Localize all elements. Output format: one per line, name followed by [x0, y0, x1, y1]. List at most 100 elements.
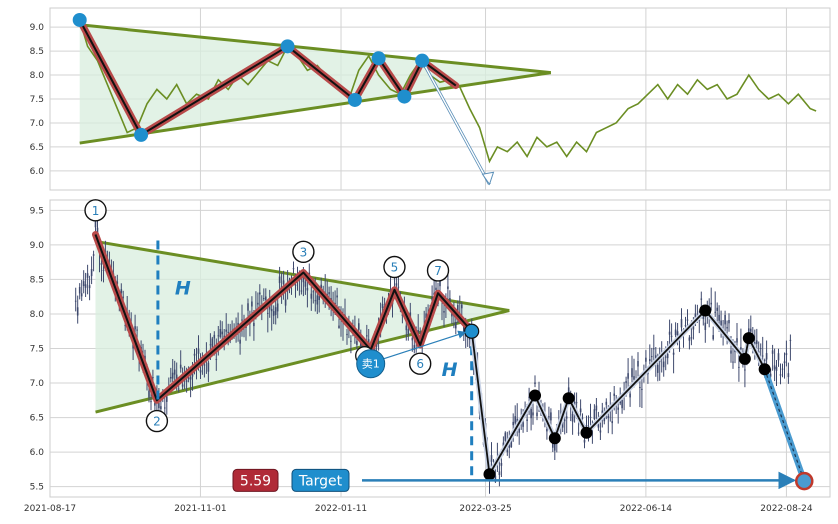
candle-body: [76, 307, 79, 316]
candle-body: [154, 402, 156, 406]
candle-body: [593, 409, 596, 419]
candle-body: [730, 350, 732, 354]
candle-body: [750, 328, 752, 332]
candle-body: [282, 280, 285, 284]
candle-body: [407, 329, 410, 335]
triangle-lower-line: [79, 71, 552, 145]
candle-body: [166, 396, 168, 402]
candle-body: [373, 345, 376, 354]
candle-body: [181, 384, 184, 387]
candle-body: [532, 412, 534, 416]
candle-body: [191, 371, 194, 377]
candle-body: [102, 270, 105, 271]
candle-body: [171, 372, 174, 379]
candle-body: [530, 409, 532, 419]
candle-body: [498, 471, 501, 475]
y-tick-label: 5.5: [30, 483, 44, 493]
pivot-label: 5: [391, 260, 399, 274]
candle-body: [304, 281, 307, 287]
x-tick-label: 2022-08-24: [760, 504, 813, 514]
candle-body: [451, 313, 453, 317]
candle-body: [213, 334, 216, 339]
candle-body: [292, 268, 295, 270]
sell-signal-text: 卖1: [362, 358, 380, 371]
candle-body: [401, 314, 404, 316]
candle-body: [490, 455, 493, 462]
candle-body: [702, 314, 705, 319]
candle-body: [554, 441, 556, 451]
candle-body: [627, 373, 629, 379]
candle-body: [314, 300, 317, 302]
candle-body: [425, 313, 427, 319]
candle-body: [536, 412, 538, 417]
candle-body: [253, 322, 255, 327]
zigzag-line: [94, 234, 473, 402]
candle-body: [581, 417, 584, 419]
candle-body: [662, 361, 665, 368]
candle-body: [209, 344, 212, 346]
triangle-fill: [79, 24, 551, 144]
candle-body: [395, 283, 398, 286]
candle-body: [718, 314, 720, 321]
candle-body: [221, 331, 223, 335]
candle-body: [732, 361, 734, 363]
candle-body: [310, 293, 313, 299]
candle-body: [744, 369, 746, 371]
candle-body: [714, 311, 716, 313]
candle-body: [80, 293, 83, 297]
candle-body: [787, 373, 790, 378]
candle-body: [300, 290, 303, 292]
candle-body: [173, 369, 176, 375]
candle-body: [86, 273, 89, 278]
candle-body: [338, 325, 340, 328]
candle-body: [607, 415, 610, 419]
candle-body: [504, 432, 507, 441]
y-tick-label: 7.5: [30, 95, 44, 105]
pivot-marker: [72, 12, 87, 27]
candle-body: [358, 323, 360, 330]
y-tick-label: 6.0: [30, 448, 45, 458]
candle-body: [601, 410, 604, 416]
candle-body: [276, 303, 279, 312]
candle-body: [599, 430, 602, 433]
candle-body: [571, 413, 574, 422]
candle-body: [773, 365, 776, 370]
candle-body: [649, 359, 651, 361]
candle-body: [312, 291, 315, 293]
candle-body: [726, 327, 728, 329]
candle-body: [692, 323, 695, 330]
candle-body: [514, 416, 516, 424]
target-marker: [795, 471, 814, 491]
candle-body: [694, 313, 697, 321]
candle-body: [185, 380, 188, 383]
candle-body: [625, 381, 627, 383]
candle-body: [405, 325, 408, 331]
candle-body: [573, 401, 576, 406]
pivot-marker: [397, 89, 412, 104]
pivot-label-circle: [409, 352, 432, 375]
candle-body: [589, 416, 592, 418]
pivot-label: 6: [416, 357, 424, 371]
candle-body: [439, 280, 441, 287]
candle-body: [211, 338, 214, 348]
candle-body: [789, 339, 792, 341]
candle-body: [170, 377, 172, 379]
candle-body: [270, 308, 273, 312]
x-tick-label: 2022-01-11: [315, 504, 367, 514]
candle-body: [666, 353, 669, 359]
candle-body: [199, 370, 202, 373]
candle-body: [720, 320, 722, 326]
candle-body: [595, 405, 598, 411]
y-tick-label: 6.5: [30, 414, 44, 424]
pivot-label-circle: [426, 259, 450, 282]
y-tick-label: 6.5: [30, 143, 44, 153]
candle-body: [637, 361, 639, 367]
candle-body: [225, 329, 227, 332]
candle-body: [563, 419, 566, 422]
candle-body: [763, 359, 766, 361]
candle-body: [740, 347, 742, 350]
candle-body: [728, 320, 730, 324]
candle-body: [676, 331, 679, 338]
candle-body: [506, 450, 509, 453]
